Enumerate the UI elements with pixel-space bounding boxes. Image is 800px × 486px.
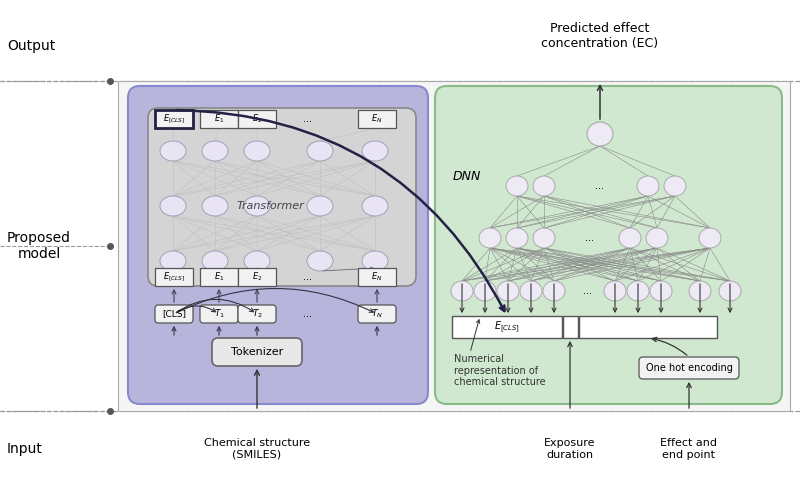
Ellipse shape xyxy=(244,251,270,271)
Ellipse shape xyxy=(699,228,721,248)
Text: ...: ... xyxy=(303,114,313,124)
FancyBboxPatch shape xyxy=(128,86,428,404)
Text: $E_2$: $E_2$ xyxy=(252,271,262,283)
Bar xyxy=(155,110,193,128)
Bar xyxy=(200,110,238,128)
Ellipse shape xyxy=(646,228,668,248)
Ellipse shape xyxy=(650,281,672,301)
Ellipse shape xyxy=(497,281,519,301)
Bar xyxy=(118,81,790,411)
Text: $T_N$: $T_N$ xyxy=(371,308,383,320)
FancyBboxPatch shape xyxy=(212,338,302,366)
Ellipse shape xyxy=(533,228,555,248)
Bar xyxy=(579,316,717,338)
Bar xyxy=(155,110,193,128)
Ellipse shape xyxy=(202,141,228,161)
Ellipse shape xyxy=(533,176,555,196)
Text: $E_N$: $E_N$ xyxy=(371,113,382,125)
Text: Predicted effect
concentration (EC): Predicted effect concentration (EC) xyxy=(542,22,658,50)
Text: DNN: DNN xyxy=(453,170,482,183)
Bar xyxy=(563,316,578,338)
Ellipse shape xyxy=(362,251,388,271)
FancyBboxPatch shape xyxy=(200,305,238,323)
Bar xyxy=(358,110,396,128)
Ellipse shape xyxy=(160,251,186,271)
Text: Tokenizer: Tokenizer xyxy=(231,347,283,357)
Ellipse shape xyxy=(307,141,333,161)
Ellipse shape xyxy=(160,196,186,216)
FancyBboxPatch shape xyxy=(238,305,276,323)
Ellipse shape xyxy=(451,281,473,301)
Text: Proposed
model: Proposed model xyxy=(7,231,71,261)
Text: $T_2$: $T_2$ xyxy=(251,308,262,320)
Ellipse shape xyxy=(202,196,228,216)
Ellipse shape xyxy=(307,196,333,216)
Bar xyxy=(238,110,276,128)
Text: ...: ... xyxy=(582,286,591,296)
Ellipse shape xyxy=(506,176,528,196)
Text: $E_1$: $E_1$ xyxy=(214,271,224,283)
Text: [CLS]: [CLS] xyxy=(162,310,186,318)
Bar xyxy=(155,268,193,286)
Ellipse shape xyxy=(719,281,741,301)
Ellipse shape xyxy=(160,141,186,161)
Text: $E_N$: $E_N$ xyxy=(371,271,382,283)
Ellipse shape xyxy=(543,281,565,301)
Text: Transformer: Transformer xyxy=(236,201,304,211)
Text: One hot encoding: One hot encoding xyxy=(646,363,733,373)
Ellipse shape xyxy=(307,251,333,271)
Ellipse shape xyxy=(587,122,613,146)
Text: Exposure
duration: Exposure duration xyxy=(544,438,596,460)
Text: $T_1$: $T_1$ xyxy=(214,308,225,320)
Text: $E_2$: $E_2$ xyxy=(252,113,262,125)
FancyBboxPatch shape xyxy=(435,86,782,404)
Text: $E_{[CLS]}$: $E_{[CLS]}$ xyxy=(162,270,186,284)
Bar xyxy=(358,268,396,286)
Text: Chemical structure
(SMILES): Chemical structure (SMILES) xyxy=(204,438,310,460)
Ellipse shape xyxy=(604,281,626,301)
Ellipse shape xyxy=(619,228,641,248)
Text: Input: Input xyxy=(7,442,43,456)
Ellipse shape xyxy=(202,251,228,271)
Text: ...: ... xyxy=(595,181,605,191)
Ellipse shape xyxy=(244,141,270,161)
Bar xyxy=(200,268,238,286)
Ellipse shape xyxy=(664,176,686,196)
FancyBboxPatch shape xyxy=(639,357,739,379)
Ellipse shape xyxy=(689,281,711,301)
Bar xyxy=(238,268,276,286)
Ellipse shape xyxy=(637,176,659,196)
Ellipse shape xyxy=(520,281,542,301)
Ellipse shape xyxy=(362,141,388,161)
Text: Effect and
end point: Effect and end point xyxy=(661,438,718,460)
Text: $E_{[CLS]}$: $E_{[CLS]}$ xyxy=(162,112,186,125)
Ellipse shape xyxy=(506,228,528,248)
Ellipse shape xyxy=(362,196,388,216)
Ellipse shape xyxy=(474,281,496,301)
Bar xyxy=(452,316,562,338)
Text: $E_1$: $E_1$ xyxy=(214,113,224,125)
Text: Output: Output xyxy=(7,39,55,53)
FancyBboxPatch shape xyxy=(155,305,193,323)
Text: $E_{[CLS]}$: $E_{[CLS]}$ xyxy=(494,319,520,335)
Text: Numerical
representation of
chemical structure: Numerical representation of chemical str… xyxy=(454,354,546,387)
Ellipse shape xyxy=(244,196,270,216)
FancyBboxPatch shape xyxy=(148,108,416,286)
Ellipse shape xyxy=(627,281,649,301)
Text: ...: ... xyxy=(303,272,313,282)
Text: ...: ... xyxy=(303,309,313,319)
FancyBboxPatch shape xyxy=(358,305,396,323)
Text: ...: ... xyxy=(586,233,594,243)
Ellipse shape xyxy=(479,228,501,248)
